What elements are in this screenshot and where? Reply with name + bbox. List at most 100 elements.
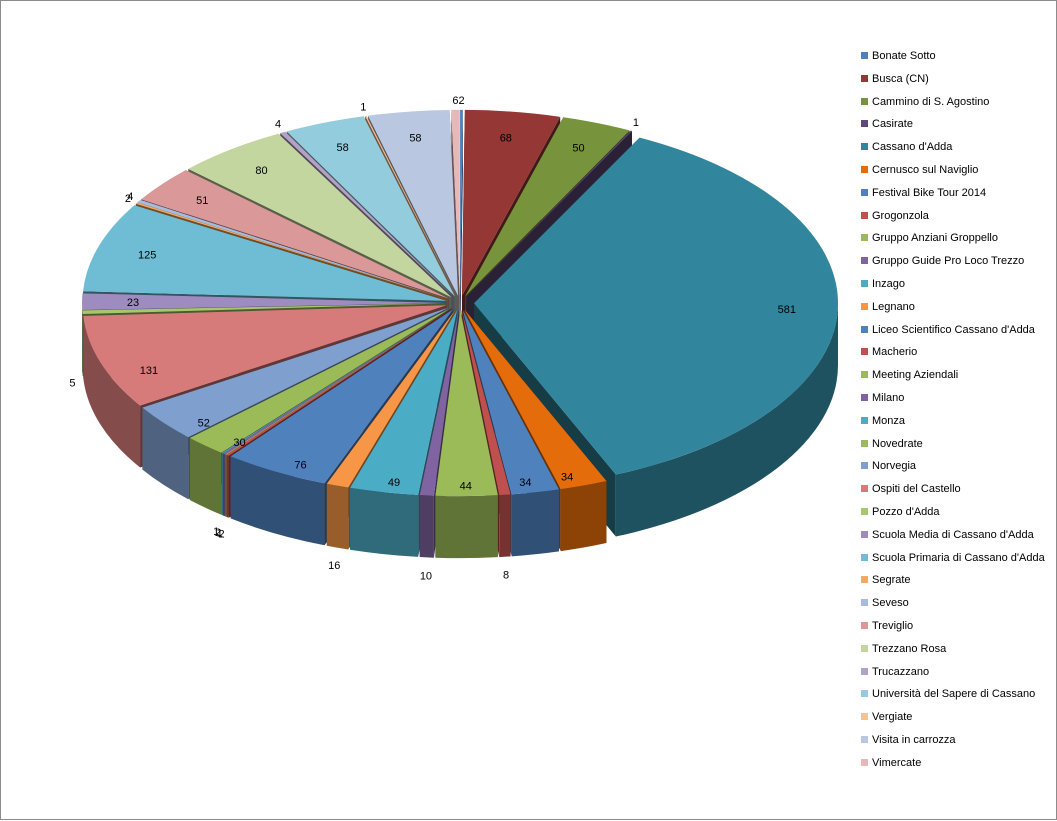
legend-item: Segrate — [861, 571, 1051, 594]
legend-swatch — [861, 189, 868, 196]
data-label: 34 — [519, 477, 531, 489]
legend-item: Monza — [861, 412, 1051, 435]
legend-swatch — [861, 736, 868, 743]
legend-item: Legnano — [861, 298, 1051, 321]
data-label: 8 — [503, 570, 509, 582]
legend-label: Pozzo d'Adda — [872, 503, 940, 521]
legend-item: Visita in carrozza — [861, 731, 1051, 754]
legend-item: Liceo Scientifico Cassano d'Adda — [861, 321, 1051, 344]
legend-label: Ospiti del Castello — [872, 480, 961, 498]
legend-item: Trezzano Rosa — [861, 640, 1051, 663]
legend-swatch — [861, 485, 868, 492]
legend-label: Gruppo Anziani Groppello — [872, 229, 998, 247]
legend-item: Vimercate — [861, 754, 1051, 777]
legend-swatch — [861, 759, 868, 766]
legend-swatch — [861, 280, 868, 287]
legend-label: Monza — [872, 412, 905, 430]
legend-label: Meeting Aziendali — [872, 366, 958, 384]
data-label: 10 — [420, 570, 432, 582]
data-label: 4 — [275, 119, 281, 131]
legend-item: Trucazzano — [861, 663, 1051, 686]
legend-swatch — [861, 554, 868, 561]
legend-label: Vimercate — [872, 754, 921, 772]
legend-swatch — [861, 531, 868, 538]
slice-side — [223, 454, 225, 517]
legend-swatch — [861, 690, 868, 697]
legend-label: Macherio — [872, 343, 917, 361]
legend-item: Università del Sapere di Cassano — [861, 685, 1051, 708]
data-label: 76 — [294, 459, 306, 471]
legend-item: Gruppo Guide Pro Loco Trezzo — [861, 252, 1051, 275]
legend-swatch — [861, 348, 868, 355]
legend-item: Cassano d'Adda — [861, 138, 1051, 161]
legend-item: Cernusco sul Naviglio — [861, 161, 1051, 184]
legend-item: Inzago — [861, 275, 1051, 298]
legend-swatch — [861, 257, 868, 264]
data-label: 50 — [572, 142, 584, 154]
slice-side — [227, 455, 229, 518]
legend-item: Gruppo Anziani Groppello — [861, 229, 1051, 252]
legend-swatch — [861, 622, 868, 629]
legend-label: Trucazzano — [872, 663, 929, 681]
legend-item: Cammino di S. Agostino — [861, 93, 1051, 116]
legend-item: Meeting Aziendali — [861, 366, 1051, 389]
data-label: 125 — [138, 249, 156, 261]
legend-item: Scuola Media di Cassano d'Adda — [861, 526, 1051, 549]
data-label: 58 — [409, 132, 421, 144]
legend-swatch — [861, 394, 868, 401]
legend-swatch — [861, 326, 868, 333]
slice-side — [499, 494, 510, 557]
data-label: 16 — [328, 560, 340, 572]
legend-item: Scuola Primaria di Cassano d'Adda — [861, 549, 1051, 572]
legend-swatch — [861, 508, 868, 515]
data-label: 44 — [460, 481, 472, 493]
legend-swatch — [861, 599, 868, 606]
legend-item: Macherio — [861, 343, 1051, 366]
slice-side — [561, 481, 607, 551]
data-label: 80 — [255, 165, 267, 177]
legend-swatch — [861, 166, 868, 173]
legend-swatch — [861, 234, 868, 241]
legend-item: Pozzo d'Adda — [861, 503, 1051, 526]
data-label: 1 — [360, 101, 366, 113]
legend-swatch — [861, 75, 868, 82]
legend-swatch — [861, 143, 868, 150]
legend-label: Seveso — [872, 594, 909, 612]
legend-swatch — [861, 212, 868, 219]
slice-side — [327, 484, 349, 550]
legend-label: Cernusco sul Naviglio — [872, 161, 978, 179]
data-label: 30 — [233, 437, 245, 449]
legend-swatch — [861, 576, 868, 583]
legend-label: Milano — [872, 389, 904, 407]
legend-label: Inzago — [872, 275, 905, 293]
legend-swatch — [861, 440, 868, 447]
legend-swatch — [861, 303, 868, 310]
legend-label: Trezzano Rosa — [872, 640, 946, 658]
legend-label: Bonate Sotto — [872, 47, 936, 65]
legend-item: Milano — [861, 389, 1051, 412]
data-label: 581 — [778, 304, 796, 316]
legend-label: Casirate — [872, 115, 913, 133]
legend-item: Bonate Sotto — [861, 47, 1051, 70]
legend-item: Treviglio — [861, 617, 1051, 640]
legend-label: Grogonzola — [872, 207, 929, 225]
data-label: 5 — [69, 378, 75, 390]
slice-side — [512, 489, 559, 556]
data-label: 58 — [337, 142, 349, 154]
legend-item: Novedrate — [861, 435, 1051, 458]
legend-label: Treviglio — [872, 617, 913, 635]
data-label: 34 — [561, 471, 573, 483]
slice-side — [435, 495, 497, 558]
slice-side — [350, 488, 418, 557]
slice-side — [222, 453, 223, 515]
legend-label: Festival Bike Tour 2014 — [872, 184, 986, 202]
data-label: 1 — [213, 526, 219, 538]
slice-side — [420, 495, 434, 558]
legend-item: Casirate — [861, 115, 1051, 138]
legend-swatch — [861, 462, 868, 469]
legend-label: Liceo Scientifico Cassano d'Adda — [872, 321, 1035, 339]
data-label: 131 — [140, 365, 158, 377]
legend-label: Università del Sapere di Cassano — [872, 685, 1035, 703]
